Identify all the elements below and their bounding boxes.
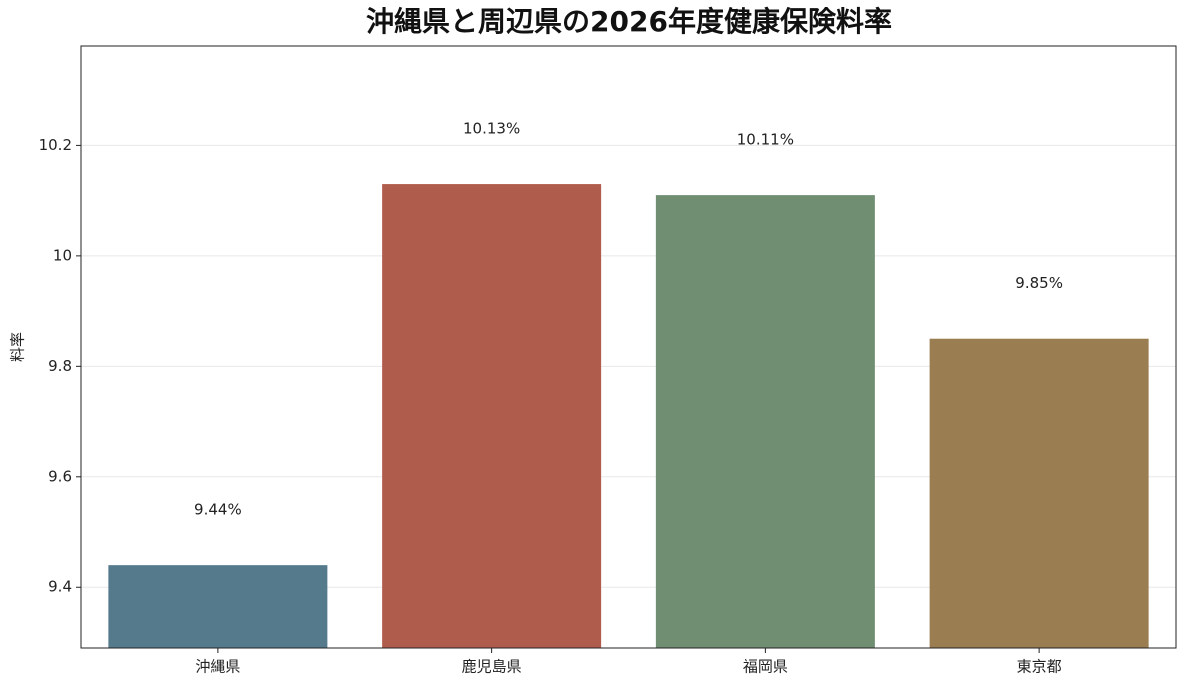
y-tick-label: 10.2 — [39, 136, 72, 154]
x-tick-label: 沖縄県 — [195, 658, 240, 676]
y-tick-label: 9.4 — [48, 578, 72, 596]
y-tick-label: 10 — [53, 246, 72, 264]
bar — [655, 195, 875, 648]
x-tick-label: 鹿児島県 — [462, 658, 522, 676]
bar — [108, 565, 328, 648]
value-label: 9.44% — [194, 501, 242, 519]
value-label: 10.11% — [737, 131, 794, 149]
y-axis-label: 料率 — [9, 332, 27, 362]
value-label: 9.85% — [1015, 274, 1063, 292]
y-tick-label: 9.6 — [48, 467, 72, 485]
value-label: 10.13% — [463, 120, 520, 138]
bar — [382, 184, 602, 648]
y-tick-label: 9.8 — [48, 357, 72, 375]
bar — [929, 338, 1149, 648]
x-tick-label: 福岡県 — [743, 658, 788, 676]
plot-frame — [80, 45, 1177, 649]
chart-title: 沖縄県と周辺県の2026年度健康保険料率 — [366, 5, 892, 38]
x-tick-label: 東京都 — [1017, 658, 1062, 676]
